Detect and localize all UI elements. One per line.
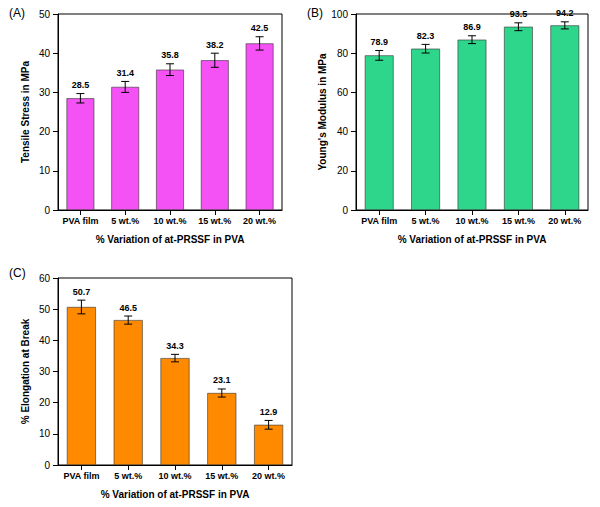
svg-text:40: 40 [39, 48, 51, 59]
svg-text:40: 40 [39, 335, 51, 346]
svg-text:50.7: 50.7 [73, 287, 91, 297]
svg-text:20 wt.%: 20 wt.% [548, 216, 581, 226]
svg-text:10 wt.%: 10 wt.% [153, 216, 186, 226]
svg-text:20 wt.%: 20 wt.% [252, 471, 285, 481]
svg-text:20: 20 [337, 165, 349, 176]
svg-text:82.3: 82.3 [417, 31, 435, 41]
svg-text:23.1: 23.1 [213, 375, 231, 385]
svg-text:0: 0 [44, 460, 50, 471]
svg-text:60: 60 [337, 87, 349, 98]
svg-text:% Variation of at-PRSSF in PVA: % Variation of at-PRSSF in PVA [101, 489, 250, 500]
svg-text:31.4: 31.4 [116, 68, 134, 78]
svg-text:PVA film: PVA film [62, 216, 98, 226]
svg-text:15 wt.%: 15 wt.% [502, 216, 535, 226]
svg-text:93.5: 93.5 [510, 9, 528, 19]
svg-text:30: 30 [39, 87, 51, 98]
svg-text:0: 0 [342, 205, 348, 216]
svg-text:% Variation of at-PRSSF in PVA: % Variation of at-PRSSF in PVA [398, 234, 547, 245]
svg-text:% Variation of at-PRSSF in PVA: % Variation of at-PRSSF in PVA [96, 234, 245, 245]
svg-text:20: 20 [39, 126, 51, 137]
svg-text:60: 60 [39, 273, 51, 284]
svg-text:PVA film: PVA film [63, 471, 99, 481]
svg-text:50: 50 [39, 304, 51, 315]
svg-text:0: 0 [44, 205, 50, 216]
svg-text:10 wt.%: 10 wt.% [158, 471, 191, 481]
svg-text:Tensile Stress in MPa: Tensile Stress in MPa [20, 61, 31, 164]
svg-text:5 wt.%: 5 wt.% [111, 216, 139, 226]
svg-text:86.9: 86.9 [463, 22, 481, 32]
svg-text:Young's Modulus in MPa: Young's Modulus in MPa [317, 53, 328, 171]
svg-text:35.8: 35.8 [161, 50, 179, 60]
svg-text:30: 30 [39, 366, 51, 377]
svg-text:20: 20 [39, 397, 51, 408]
svg-text:40: 40 [337, 126, 349, 137]
svg-text:(A): (A) [9, 6, 25, 20]
svg-text:(C): (C) [9, 266, 26, 280]
svg-text:100: 100 [331, 9, 348, 20]
svg-text:28.5: 28.5 [72, 80, 90, 90]
svg-text:94.2: 94.2 [556, 8, 574, 18]
svg-text:5 wt.%: 5 wt.% [114, 471, 142, 481]
svg-text:5 wt.%: 5 wt.% [412, 216, 440, 226]
svg-text:10: 10 [39, 165, 51, 176]
svg-text:10: 10 [39, 428, 51, 439]
svg-text:(B): (B) [307, 6, 323, 20]
svg-text:46.5: 46.5 [119, 303, 137, 313]
svg-text:78.9: 78.9 [370, 37, 388, 47]
svg-text:42.5: 42.5 [251, 23, 269, 33]
svg-text:20 wt.%: 20 wt.% [243, 216, 276, 226]
svg-text:38.2: 38.2 [206, 40, 224, 50]
svg-text:80: 80 [337, 48, 349, 59]
svg-text:50: 50 [39, 9, 51, 20]
svg-text:10 wt.%: 10 wt.% [455, 216, 488, 226]
svg-text:34.3: 34.3 [166, 341, 184, 351]
svg-text:15 wt.%: 15 wt.% [205, 471, 238, 481]
svg-text:12.9: 12.9 [260, 407, 278, 417]
svg-text:15 wt.%: 15 wt.% [198, 216, 231, 226]
svg-text:PVA film: PVA film [361, 216, 397, 226]
svg-text:% Elongation at Break: % Elongation at Break [20, 318, 31, 424]
